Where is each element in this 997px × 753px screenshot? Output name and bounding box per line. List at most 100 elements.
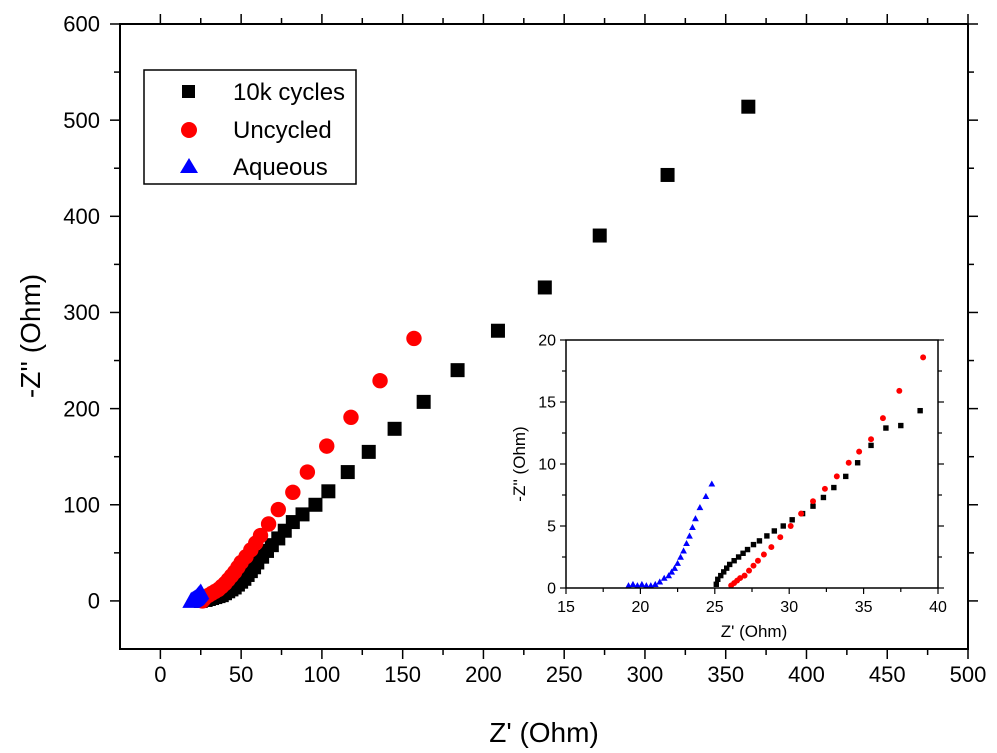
main-x-tick-label: 0 (154, 662, 166, 687)
main-y-tick-label: 200 (63, 396, 100, 421)
legend: 10k cycles Uncycled Aqueous (143, 69, 357, 185)
inset-x-tick-label: 35 (855, 599, 873, 616)
inset-point-aqueous (665, 572, 673, 579)
main-x-tick-label: 350 (707, 662, 744, 687)
inset-point-10k-cycles (721, 569, 727, 575)
inset-point-10k-cycles (898, 422, 904, 429)
inset-point-uncycled (741, 572, 748, 579)
main-x-axis-title: Z' (Ohm) (489, 717, 599, 748)
main-point-10k-cycles (361, 444, 376, 459)
inset-point-aqueous (668, 568, 676, 575)
main-x-tick-label: 100 (304, 662, 341, 687)
inset-point-uncycled (787, 523, 794, 529)
legend-label-uncycled: Uncycled (233, 117, 332, 144)
main-data-points (182, 99, 756, 609)
main-point-10k-cycles (450, 363, 465, 378)
legend-circle-marker (181, 122, 197, 138)
inset-point-aqueous (642, 582, 650, 589)
inset-point-aqueous (692, 515, 699, 522)
main-point-uncycled (406, 330, 422, 347)
inset-point-10k-cycles (735, 554, 742, 560)
main-x-tick-label: 250 (546, 662, 583, 687)
inset-point-uncycled (750, 562, 757, 569)
inset-point-aqueous (683, 539, 690, 547)
inset-point-uncycled (777, 534, 784, 541)
inset-point-uncycled (896, 387, 903, 394)
inset-point-aqueous (702, 492, 710, 499)
inset-axis-ticks: 15 20 25 30 35 40 0 5 10 15 20 (538, 333, 947, 616)
main-plot-frame (119, 23, 969, 650)
main-point-10k-cycles (308, 497, 323, 512)
main-point-10k-cycles (295, 507, 310, 522)
inset-point-10k-cycles (780, 523, 786, 529)
inset-x-tick-label: 30 (780, 599, 798, 616)
inset-point-10k-cycles (820, 494, 827, 501)
inset-point-aqueous (680, 547, 687, 554)
main-x-tick-label: 500 (950, 662, 987, 687)
inset-point-10k-cycles (731, 558, 737, 564)
inset-point-aqueous (651, 580, 659, 587)
inset-point-10k-cycles (868, 442, 874, 449)
inset-point-aqueous (671, 564, 678, 571)
inset-y-tick-label: 20 (538, 333, 556, 350)
inset-y-tick-label: 0 (547, 581, 556, 598)
inset-point-uncycled (879, 415, 886, 422)
inset-point-uncycled (856, 448, 863, 455)
main-y-tick-label: 600 (63, 12, 100, 37)
inset-background (566, 340, 938, 588)
inset-x-tick-label: 40 (929, 599, 947, 616)
inset-point-aqueous (660, 574, 668, 581)
inset-point-10k-cycles (831, 484, 837, 491)
inset-x-tick-label: 25 (706, 599, 724, 616)
inset-point-10k-cycles (771, 528, 778, 534)
main-x-tick-label: 300 (627, 662, 664, 687)
inset-y-axis-title: -Z'' (Ohm) (510, 426, 529, 501)
inset-point-aqueous (638, 580, 646, 587)
inset-point-10k-cycles (917, 407, 923, 414)
main-y-tick-label: 100 (63, 492, 100, 517)
inset-point-aqueous (656, 578, 664, 585)
inset-point-10k-cycles (883, 425, 889, 431)
main-x-tick-label: 450 (869, 662, 906, 687)
main-point-uncycled (372, 373, 388, 389)
inset-point-uncycled (833, 473, 840, 480)
inset-point-uncycled (768, 544, 775, 551)
inset-point-10k-cycles (789, 517, 795, 523)
inset-point-10k-cycles (750, 541, 757, 548)
inset-point-10k-cycles (756, 538, 763, 544)
main-x-tick-label: 150 (384, 662, 421, 687)
legend-triangle-marker (180, 158, 198, 173)
main-point-uncycled (252, 527, 269, 544)
inset-point-aqueous (674, 559, 681, 566)
inset-point-aqueous (708, 480, 716, 487)
inset-data-points (625, 354, 927, 589)
main-point-10k-cycles (490, 323, 505, 338)
inset-point-10k-cycles (854, 460, 861, 466)
main-point-10k-cycles (592, 228, 607, 243)
inset-point-aqueous (689, 523, 696, 530)
inset-point-uncycled (868, 436, 875, 443)
legend-square-marker (182, 85, 195, 98)
main-y-tick-label: 500 (63, 108, 100, 133)
inset-point-uncycled (746, 567, 752, 574)
main-point-10k-cycles (660, 167, 675, 182)
main-x-tick-label: 400 (788, 662, 825, 687)
main-y-tick-label: 400 (63, 204, 100, 229)
inset-x-tick-label: 15 (557, 599, 575, 616)
inset-point-uncycled (821, 485, 828, 492)
inset-point-uncycled (754, 557, 761, 564)
inset-point-aqueous (629, 580, 637, 587)
main-point-uncycled (270, 501, 286, 518)
main-y-tick-label: 300 (63, 300, 100, 325)
inset-point-uncycled (810, 498, 816, 505)
inset-x-axis-title: Z' (Ohm) (721, 622, 788, 641)
main-point-10k-cycles (387, 421, 402, 436)
main-point-10k-cycles (340, 465, 355, 480)
inset-point-10k-cycles (744, 546, 751, 553)
main-point-10k-cycles (321, 484, 336, 499)
main-point-10k-cycles (537, 280, 552, 295)
inset-y-tick-label: 15 (538, 395, 556, 412)
inset-point-aqueous (677, 553, 684, 560)
inset-point-uncycled (760, 551, 767, 558)
